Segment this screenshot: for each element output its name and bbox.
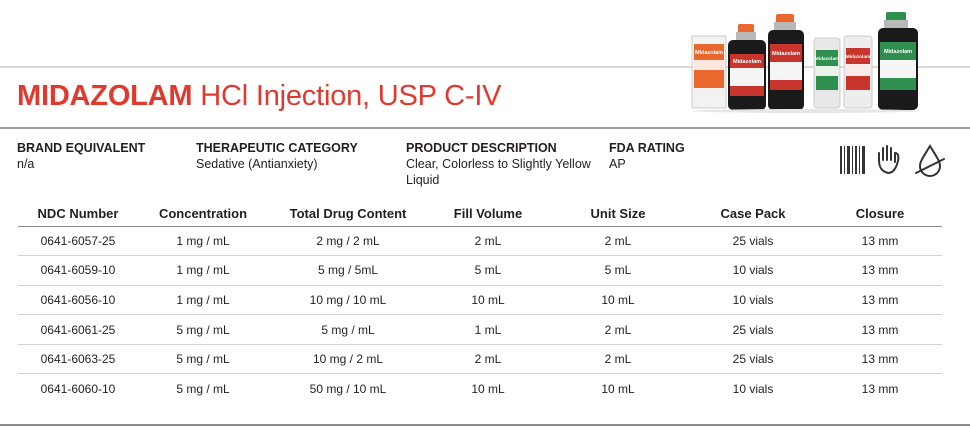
cell-concentration: 5 mg / mL [176, 382, 230, 397]
cell-concentration: 1 mg / mL [138, 255, 268, 286]
vial-label-1: Midazolam [695, 50, 723, 56]
table-row: 0641-6061-25 5 mg / mL 5 mg / mL 1 mL 2 … [18, 314, 942, 345]
vial-label-2: Midazolam [733, 59, 761, 65]
cell-case-pack: 25 vials [688, 344, 818, 375]
cell-case-pack: 10 vials [688, 285, 818, 316]
bottom-divider [0, 424, 970, 426]
header-case-pack: Case Pack [688, 201, 818, 227]
barcode-icon [840, 146, 865, 174]
therapeutic-category-label: THERAPEUTIC CATEGORY [196, 141, 358, 155]
product-vials-image: Midazolam Midazolam Midazolam Midazolam … [691, 12, 920, 113]
cell-ndc-number: 0641-6057-25 [18, 226, 138, 257]
cell-fill-volume: 10 mL [471, 382, 505, 397]
cell-closure: 13 mm [861, 382, 899, 397]
cell-fill-volume: 5 mL [428, 255, 548, 286]
header-unit-size: Unit Size [548, 201, 688, 227]
cell-fill-volume: 10 mL [428, 285, 548, 316]
cell-total-drug-content: 2 mg / 2 mL [268, 226, 428, 257]
title-divider [0, 127, 970, 129]
vial-label-5: Midazolam [846, 54, 871, 60]
cell-concentration: 1 mg / mL [138, 226, 268, 257]
fda-rating-block: FDA RATING AP [609, 140, 685, 172]
feature-icons [840, 144, 945, 177]
title-brand: MIDAZOLAM [17, 80, 193, 112]
product-description-value-line2: Liquid [406, 173, 440, 187]
cell-unit-size: 5 mL [548, 255, 688, 286]
brand-equivalent-block: BRAND EQUIVALENT n/a [17, 140, 145, 172]
cell-unit-size: 2 mL [548, 314, 688, 345]
cell-total-drug-content: 5 mg / 5mL [268, 255, 428, 286]
preservative-free-drop-icon [915, 144, 945, 177]
table-row: 0641-6060-10 5 mg / mL 50 mg / 10 mL 10 … [18, 374, 942, 404]
product-description-label: PRODUCT DESCRIPTION [406, 141, 557, 155]
header-fill-volume: Fill Volume [428, 201, 548, 227]
table-row: 0641-6057-25 1 mg / mL 2 mg / 2 mL 2 mL … [18, 226, 942, 257]
cell-concentration: 5 mg / mL [138, 314, 268, 345]
cell-total-drug-content: 10 mg / 10 mL [268, 285, 428, 316]
cell-ndc-number: 0641-6059-10 [18, 255, 138, 286]
fda-rating-label: FDA RATING [609, 141, 685, 155]
vial-label-6: Midazolam [884, 49, 912, 55]
header-total-drug-content: Total Drug Content [268, 201, 428, 227]
cell-ndc-number: 0641-6056-10 [18, 285, 138, 316]
product-table: NDC Number Concentration Total Drug Cont… [18, 201, 942, 404]
header-closure: Closure [818, 201, 942, 227]
top-divider [0, 66, 970, 68]
page-title: MIDAZOLAM HCl Injection, USP C-IV [17, 78, 502, 114]
cell-unit-size: 2 mL [548, 226, 688, 257]
cell-concentration: 5 mg / mL [138, 344, 268, 375]
cell-concentration: 1 mg / mL [138, 285, 268, 316]
product-description-block: PRODUCT DESCRIPTION Clear, Colorless to … [406, 140, 591, 188]
vial-label-4: Midazolam [815, 56, 840, 62]
cell-fill-volume: 2 mL [428, 344, 548, 375]
cell-ndc-number: 0641-6063-25 [18, 344, 138, 375]
cell-total-drug-content: 5 mg / mL [268, 314, 428, 345]
table-header-row: NDC Number Concentration Total Drug Cont… [18, 201, 942, 227]
header-concentration: Concentration [138, 201, 268, 227]
cell-fill-volume: 1 mL [428, 314, 548, 345]
cell-closure: 13 mm [818, 344, 942, 375]
cell-closure: 13 mm [818, 285, 942, 316]
table-row: 0641-6063-25 5 mg / mL 10 mg / 2 mL 2 mL… [18, 344, 942, 375]
title-subtitle: HCl Injection, USP C-IV [200, 80, 502, 112]
table-row: 0641-6056-10 1 mg / mL 10 mg / 10 mL 10 … [18, 285, 942, 316]
therapeutic-category-value: Sedative (Antianxiety) [196, 157, 318, 171]
cell-ndc-number: 0641-6061-25 [18, 314, 138, 345]
cell-unit-size: 10 mL [548, 285, 688, 316]
cell-total-drug-content: 10 mg / 2 mL [268, 344, 428, 375]
header-ndc-number: NDC Number [18, 201, 138, 227]
vial-label-3: Midazolam [772, 51, 800, 57]
cell-case-pack: 10 vials [732, 382, 774, 397]
brand-equivalent-label: BRAND EQUIVALENT [17, 141, 146, 155]
fda-rating-value: AP [609, 157, 626, 171]
table-row: 0641-6059-10 1 mg / mL 5 mg / 5mL 5 mL 5… [18, 255, 942, 286]
cell-fill-volume: 2 mL [428, 226, 548, 257]
latex-free-hand-icon [878, 145, 900, 174]
cell-case-pack: 10 vials [688, 255, 818, 286]
cell-unit-size: 2 mL [548, 344, 688, 375]
cell-total-drug-content: 50 mg / 10 mL [309, 382, 387, 397]
brand-equivalent-value: n/a [17, 157, 35, 171]
therapeutic-category-block: THERAPEUTIC CATEGORY Sedative (Antianxie… [196, 140, 358, 172]
cell-closure: 13 mm [818, 314, 942, 345]
cell-unit-size: 10 mL [601, 382, 635, 397]
cell-case-pack: 25 vials [688, 314, 818, 345]
cell-closure: 13 mm [818, 255, 942, 286]
cell-ndc-number: 0641-6060-10 [40, 382, 116, 397]
cell-case-pack: 25 vials [688, 226, 818, 257]
cell-closure: 13 mm [818, 226, 942, 257]
product-description-value-line1: Clear, Colorless to Slightly Yellow [406, 157, 591, 171]
